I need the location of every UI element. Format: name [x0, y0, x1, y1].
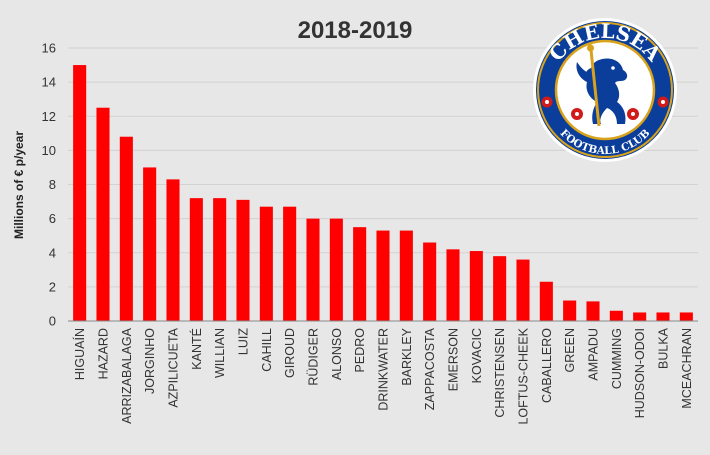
- chart-title: 2018-2019: [298, 17, 413, 44]
- x-tick-label: LUIZ: [237, 328, 251, 355]
- x-tick-label: HIGUAÍN: [72, 328, 87, 380]
- crest-rose-left: [541, 96, 553, 108]
- x-tick-label: AMPADU: [587, 328, 601, 381]
- x-tick-label: LOFTUS-CHEEK: [517, 327, 531, 424]
- x-tick-label: MCEACHRAN: [680, 328, 694, 409]
- x-tick-label: ARRIZABALAGA: [120, 327, 134, 424]
- y-tick-label: 0: [49, 314, 56, 329]
- x-tick-label: CAHILL: [260, 328, 274, 372]
- bar-green: [563, 300, 577, 321]
- bar-luiz: [236, 199, 250, 321]
- x-tick-label: AZPILICUETA: [167, 327, 181, 407]
- bar-jorginho: [143, 167, 157, 321]
- bar-cahill: [259, 206, 273, 321]
- x-tick-label: WILLIAN: [213, 328, 227, 378]
- bar-emerson: [446, 249, 460, 321]
- y-tick-label: 16: [42, 41, 56, 56]
- y-tick-label: 8: [49, 177, 56, 192]
- y-tick-label: 6: [49, 211, 56, 226]
- crest-ring-trim: [537, 22, 673, 158]
- crest-rose-right: [657, 96, 669, 108]
- y-tick-label: 4: [49, 245, 56, 260]
- bar-kovacic: [469, 251, 483, 321]
- x-tick-label: PEDRO: [353, 328, 367, 373]
- x-tick-label: ALONSO: [330, 328, 344, 380]
- bar-ampadu: [586, 301, 600, 321]
- crest-lion-icon: [576, 58, 628, 124]
- crest-inner-trim: [554, 39, 656, 141]
- bar-zappacosta: [423, 242, 437, 321]
- x-tick-label: JORGINHO: [143, 328, 157, 394]
- bar-kanté: [189, 198, 203, 321]
- bar-loftus-cheek: [516, 259, 530, 321]
- bars: [73, 65, 693, 321]
- crest-staff-icon: [587, 44, 601, 127]
- bar-arrizabalaga: [119, 136, 133, 321]
- bar-christensen: [493, 256, 507, 321]
- bar-azpilicueta: [166, 179, 180, 321]
- bar-caballero: [539, 281, 553, 321]
- bar-higuaín: [73, 65, 87, 321]
- x-tick-label: EMERSON: [447, 328, 461, 391]
- x-tick-label: GIROUD: [283, 328, 297, 378]
- chelsea-crest-logo: CHELSEA FOOTBALL CLUB: [533, 18, 677, 162]
- x-tick-label: HAZARD: [97, 328, 111, 379]
- bar-drinkwater: [376, 230, 390, 321]
- x-tick-label: HUDSON-ODOI: [633, 328, 647, 418]
- bar-bulka: [656, 312, 670, 321]
- bar-giroud: [283, 206, 297, 321]
- bar-hudson-odoi: [633, 312, 647, 321]
- bar-cumming: [609, 310, 623, 321]
- crest-ball-right: [627, 108, 639, 120]
- bar-willian: [213, 198, 227, 321]
- x-tick-label: CHRISTENSEN: [493, 328, 507, 418]
- y-axis-label: Millions of € p/year: [12, 131, 26, 239]
- bar-rüdiger: [306, 218, 320, 321]
- y-tick-label: 12: [42, 109, 56, 124]
- x-tick-label: BULKA: [657, 327, 671, 369]
- bar-hazard: [96, 107, 110, 321]
- x-tick-label: BARKLEY: [400, 327, 414, 385]
- crest-ball-left: [571, 108, 583, 120]
- y-axis-ticks: 0 2 4 6 8 10 12 14 16: [42, 41, 56, 329]
- y-tick-label: 14: [42, 75, 56, 90]
- x-tick-label: CUMMING: [610, 328, 624, 389]
- bar-barkley: [399, 230, 413, 321]
- x-axis-ticks: HIGUAÍN HAZARD ARRIZABALAGA JORGINHO AZPILIC…: [72, 327, 694, 424]
- x-tick-label: CABALLERO: [540, 328, 554, 403]
- x-tick-label: KANTÉ: [189, 328, 204, 370]
- y-tick-label: 2: [49, 279, 56, 294]
- bar-pedro: [353, 227, 367, 321]
- x-tick-label: ZAPPACOSTA: [423, 327, 437, 410]
- x-tick-label: GREEN: [563, 328, 577, 372]
- x-tick-label: DRINKWATER: [377, 328, 391, 411]
- x-tick-label: KOVACIC: [470, 328, 484, 383]
- y-tick-label: 10: [42, 143, 56, 158]
- x-tick-label: RÜDIGER: [307, 328, 321, 386]
- bar-mceachran: [679, 312, 693, 321]
- bar-alonso: [329, 218, 343, 321]
